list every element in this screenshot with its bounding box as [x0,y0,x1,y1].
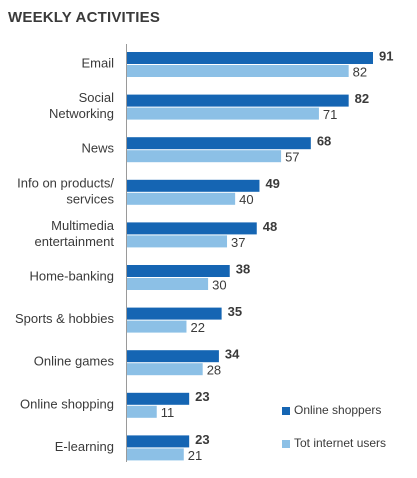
category-label-2: News [81,141,114,156]
value-label-online-shoppers-2: 68 [317,134,331,149]
bar-online-shoppers-5 [127,265,230,277]
value-label-online-shoppers-0: 91 [379,48,393,63]
bar-online-shoppers-0 [127,52,373,64]
chart-title: WEEKLY ACTIVITIES [8,9,161,26]
bar-online-shoppers-8 [127,392,190,405]
value-label-online-shoppers-5: 38 [236,261,250,276]
category-label-6: Sports & hobbies [15,312,115,327]
value-label-online-shoppers-9: 23 [195,432,209,447]
bar-tot-internet-users-3 [127,192,236,205]
value-label-online-shoppers-4: 48 [263,219,277,234]
bar-tot-internet-users-7 [127,363,203,376]
value-label-tot-internet-users-0: 82 [353,64,367,79]
value-label-online-shoppers-7: 34 [225,347,240,362]
bar-tot-internet-users-8 [127,405,157,418]
bar-tot-internet-users-5 [127,278,209,290]
category-label-5: Home-banking [29,269,114,284]
category-label-3: Info on products/services [17,176,114,207]
legend: Online shoppers Tot internet users [282,403,386,450]
bar-online-shoppers-4 [127,222,257,235]
category-label-7: Online games [34,354,115,369]
category-label-1: Social Networking [49,91,114,122]
category-label-0: Email [81,56,114,71]
value-label-tot-internet-users-1: 71 [323,107,337,122]
value-label-tot-internet-users-6: 22 [190,320,204,335]
bar-online-shoppers-1 [127,94,349,107]
value-label-online-shoppers-6: 35 [228,304,242,319]
category-label-4: Multimedia entertainment [35,218,115,249]
bar-tot-internet-users-4 [127,235,228,248]
bar-tot-internet-users-0 [127,65,349,77]
value-label-tot-internet-users-5: 30 [212,277,226,292]
category-label-8: Online shopping [20,397,114,412]
bar-online-shoppers-7 [127,350,219,363]
value-label-tot-internet-users-9: 21 [188,448,202,463]
bars-group [126,44,373,462]
bar-tot-internet-users-6 [127,320,187,333]
value-label-tot-internet-users-3: 40 [239,192,253,207]
bar-online-shoppers-6 [127,307,222,320]
bar-tot-internet-users-2 [127,150,282,163]
category-labels-group: Email Social Networking News Info on product… [15,56,115,454]
legend-label-online-shoppers: Online shoppers [294,403,381,417]
value-label-tot-internet-users-4: 37 [231,235,245,250]
bar-online-shoppers-2 [127,137,311,150]
bar-online-shoppers-3 [127,179,260,192]
bar-tot-internet-users-9 [127,448,184,461]
legend-swatch-tot-internet-users [282,440,290,448]
legend-label-tot-internet-users: Tot internet users [294,436,386,450]
value-label-tot-internet-users-2: 57 [285,150,299,165]
value-label-tot-internet-users-8: 11 [161,405,175,420]
bar-tot-internet-users-1 [127,107,319,120]
category-label-9: E-learning [55,439,114,454]
value-label-online-shoppers-8: 23 [195,389,209,404]
value-label-online-shoppers-1: 82 [355,91,369,106]
value-label-tot-internet-users-7: 28 [207,363,221,378]
legend-swatch-online-shoppers [282,407,290,415]
value-label-online-shoppers-3: 49 [265,176,279,191]
bar-online-shoppers-9 [127,435,190,448]
